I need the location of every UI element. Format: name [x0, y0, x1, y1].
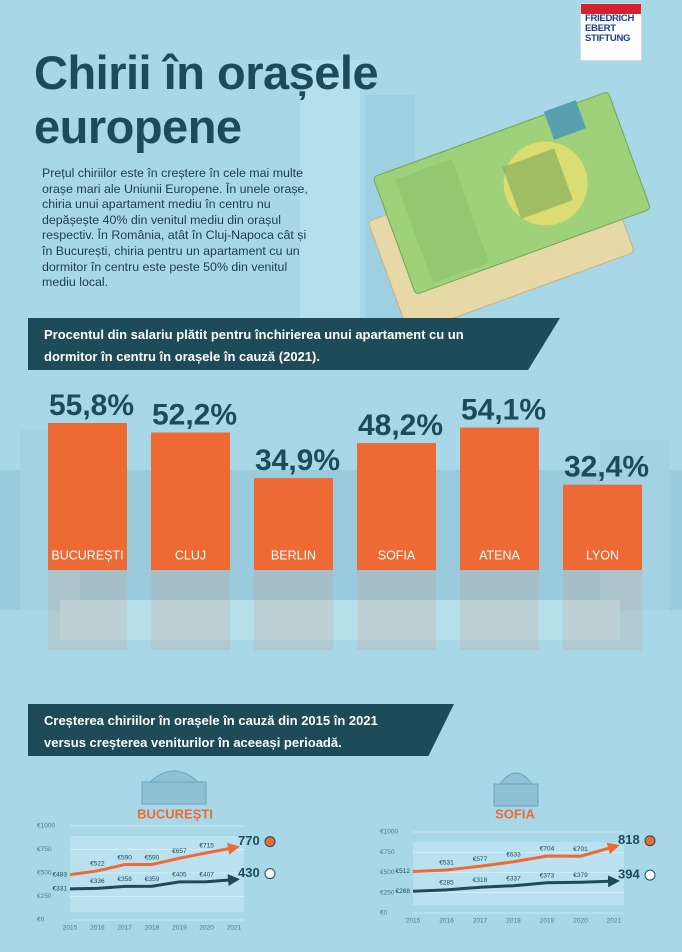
line [412, 875, 620, 893]
value-label: €590 [117, 854, 132, 861]
end-value-label: 818 [618, 832, 640, 847]
bar [254, 478, 333, 570]
x-tick-label: 2021 [227, 925, 242, 932]
x-tick-label: 2016 [439, 918, 454, 925]
value-label: €577 [473, 856, 488, 863]
category-label: BUCUREȘTI [51, 548, 123, 562]
value-label: €373 [540, 873, 555, 880]
value-label: €405 [172, 872, 187, 879]
bar-reflection [48, 570, 127, 650]
category-label: SOFIA [378, 548, 416, 562]
x-tick-label: 2020 [573, 918, 588, 925]
section-heading: Creșterea chiriilor în orașele în cauză … [28, 704, 454, 756]
intro-text: Prețul chiriilor este în creștere în cel… [42, 166, 308, 290]
value-label: 54,1% [461, 393, 546, 426]
end-value-label: 430 [238, 865, 260, 880]
y-tick-label: €750 [37, 846, 52, 853]
y-tick-label: €0 [380, 910, 388, 917]
value-label: €590 [145, 854, 160, 861]
value-label: 55,8% [49, 389, 134, 422]
value-label: €633 [506, 851, 521, 858]
x-tick-label: 2019 [540, 918, 555, 925]
end-value-label: 394 [618, 867, 640, 882]
x-tick-label: 2015 [406, 918, 421, 925]
value-label: €318 [473, 877, 488, 884]
value-label: €657 [172, 848, 187, 855]
bar-reflection [254, 570, 333, 650]
page-title: Chirii în orașele europene [34, 46, 379, 153]
category-label: ATENA [479, 548, 520, 562]
value-label: €701 [573, 846, 588, 853]
value-label: €522 [90, 861, 105, 868]
bar [48, 423, 127, 570]
value-label: €379 [573, 872, 588, 879]
line [69, 874, 240, 891]
bar [357, 443, 436, 570]
building-icons [141, 770, 539, 807]
x-tick-label: 2021 [607, 918, 622, 925]
x-tick-label: 2017 [117, 925, 132, 932]
value-label: 34,9% [255, 444, 340, 477]
y-tick-label: €250 [37, 893, 52, 900]
value-label: €407 [199, 871, 214, 878]
value-label: €531 [439, 860, 454, 867]
icon [644, 835, 656, 847]
bar [563, 484, 642, 570]
bar-reflection [563, 570, 642, 650]
value-label: €285 [439, 880, 454, 887]
value-label: €358 [117, 876, 132, 883]
y-tick-label: €0 [37, 917, 45, 924]
bar-reflection [460, 570, 539, 650]
x-tick-label: 2019 [172, 925, 187, 932]
value-label: €331 [53, 886, 68, 893]
y-tick-label: €500 [37, 870, 52, 877]
value-label: €704 [540, 846, 555, 853]
category-label: CLUJ [175, 548, 206, 562]
x-tick-label: 2015 [63, 925, 78, 932]
bar-reflection [357, 570, 436, 650]
value-label: €483 [53, 871, 68, 878]
y-tick-label: €750 [380, 849, 395, 856]
money-illustration [368, 92, 651, 334]
plot-band [70, 836, 244, 912]
value-label: €715 [199, 843, 214, 850]
value-label: €336 [90, 878, 105, 885]
value-label: €268 [396, 888, 411, 895]
icon [264, 836, 276, 848]
value-label: 52,2% [152, 398, 237, 431]
logo: FRIEDRICH EBERT STIFTUNG [580, 3, 642, 61]
chart-title: BUCUREȘTI [137, 806, 213, 821]
value-label: €337 [506, 875, 521, 882]
value-label: 48,2% [358, 409, 443, 442]
x-tick-label: 2017 [473, 918, 488, 925]
x-tick-label: 2016 [90, 925, 105, 932]
y-tick-label: €1000 [380, 829, 398, 836]
value-label: 32,4% [564, 451, 649, 484]
x-tick-label: 2020 [199, 925, 214, 932]
bar-chart-title: Procentul din salariu plătit pentru înch… [28, 318, 560, 370]
y-tick-label: €250 [380, 889, 395, 896]
value-label: €512 [396, 868, 411, 875]
icon [644, 869, 656, 881]
category-label: LYON [586, 548, 619, 562]
value-label: €359 [145, 876, 160, 883]
line [69, 842, 240, 877]
bar [460, 427, 539, 570]
category-label: BERLIN [271, 548, 316, 562]
bar-reflection [151, 570, 230, 650]
bar [151, 432, 230, 570]
y-tick-label: €1000 [37, 823, 55, 830]
y-tick-label: €500 [380, 869, 395, 876]
logo-line: EBERT [585, 23, 616, 34]
logo-line: FRIEDRICH [585, 13, 635, 24]
x-tick-label: 2018 [506, 918, 521, 925]
icon [264, 868, 276, 880]
line [412, 842, 620, 874]
x-tick-label: 2018 [145, 925, 160, 932]
end-value-label: 770 [238, 833, 260, 848]
logo-line: STIFTUNG [585, 33, 631, 44]
chart-title: SOFIA [495, 806, 535, 821]
